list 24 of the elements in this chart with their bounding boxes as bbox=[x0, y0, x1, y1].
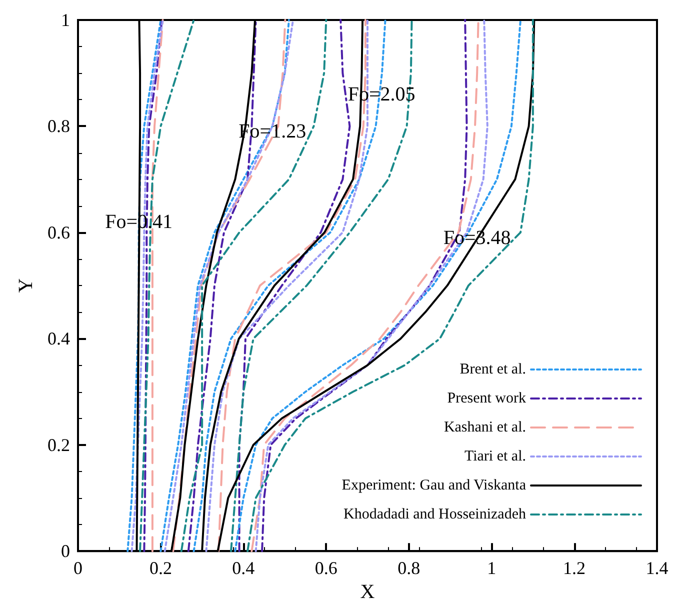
x-axis-title: X bbox=[360, 581, 376, 603]
y-tick-label: 0.4 bbox=[48, 328, 70, 349]
x-tick-label: 0.4 bbox=[232, 558, 255, 578]
text: Tiari et al. bbox=[464, 448, 526, 464]
x-tick-label: 1.2 bbox=[563, 558, 586, 578]
x-tick-label: 0 bbox=[74, 558, 82, 578]
y-axis-title: Y bbox=[15, 278, 37, 293]
y-tick-label: 0.2 bbox=[48, 434, 70, 455]
text: Present work bbox=[447, 390, 526, 406]
x-tick-label: 1.4 bbox=[646, 558, 668, 578]
text: Brent et al. bbox=[460, 362, 526, 378]
text: Khodadadi and Hosseinizadeh bbox=[344, 506, 526, 522]
y-tick-label: 0.8 bbox=[48, 116, 70, 136]
line-series bbox=[180, 19, 328, 552]
text: Experiment: Gau and Viskanta bbox=[342, 478, 526, 494]
y-tick-label: 0.6 bbox=[48, 222, 70, 242]
text: Kashani et al. bbox=[444, 420, 526, 436]
x-tick-label: 0.8 bbox=[398, 558, 420, 578]
x-tick-label: 0.6 bbox=[314, 558, 338, 578]
y-tick-label: 0 bbox=[61, 541, 70, 562]
x-tick-label: 1 bbox=[487, 558, 496, 578]
line-series bbox=[230, 19, 413, 552]
y-tick-label: 1 bbox=[61, 10, 70, 30]
x-tick-label: 0.2 bbox=[149, 558, 172, 578]
